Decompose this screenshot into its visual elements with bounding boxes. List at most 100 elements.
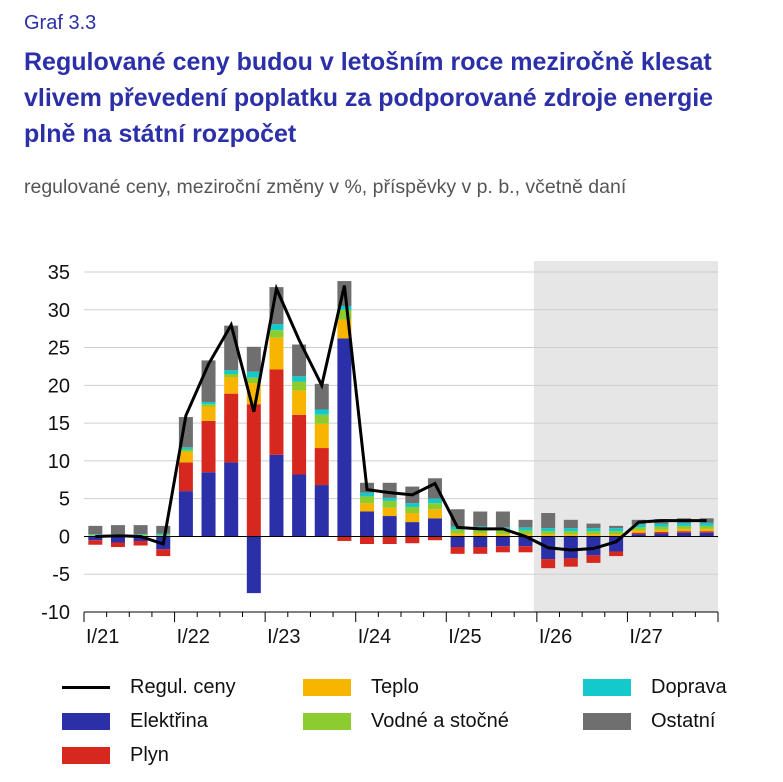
- bar-vodne: [609, 531, 624, 535]
- bar-ostatni: [563, 519, 578, 529]
- bar-doprava: [677, 522, 692, 526]
- bar-elektrina: [427, 518, 442, 537]
- chart-title: Regulované ceny budou v letošním roce me…: [24, 48, 714, 148]
- bar-plyn: [337, 536, 352, 541]
- bar-doprava: [224, 370, 239, 374]
- bar-elektrina: [450, 536, 465, 548]
- bar-vodne: [360, 496, 375, 504]
- bar-doprava: [382, 497, 397, 501]
- bar-elektrina: [292, 474, 307, 537]
- bar-doprava: [269, 324, 284, 331]
- bar-plyn: [88, 540, 103, 545]
- y-tick-label: -10: [41, 602, 70, 624]
- bar-ostatni: [609, 525, 624, 529]
- bar-vodne: [473, 529, 488, 534]
- bar-vodne: [382, 500, 397, 508]
- y-tick-label: 0: [59, 526, 70, 548]
- bar-elektrina: [337, 338, 352, 537]
- x-tick-label: I/23: [267, 626, 300, 648]
- bar-plyn: [427, 536, 442, 541]
- line-regul-ceny: [95, 283, 707, 552]
- bar-ostatni: [88, 525, 103, 535]
- bar-teplo: [631, 530, 646, 533]
- bar-ostatni: [110, 525, 125, 535]
- bar-plyn: [360, 536, 375, 544]
- chart-subtitle: regulované ceny, meziroční změny v %, př…: [24, 176, 627, 198]
- bar-ostatni: [541, 513, 556, 529]
- bar-elektrina: [178, 491, 193, 537]
- bar-vodne: [178, 449, 193, 452]
- bar-plyn: [382, 536, 397, 544]
- bar-elektrina: [110, 536, 125, 543]
- bar-vodne: [405, 506, 420, 514]
- bar-teplo: [450, 533, 465, 537]
- bar-ostatni: [156, 525, 171, 534]
- bar-teplo: [314, 423, 329, 449]
- x-tick-label: I/27: [629, 626, 662, 648]
- bar-plyn: [405, 536, 420, 544]
- bar-vodne: [541, 531, 556, 535]
- bar-doprava: [427, 498, 442, 504]
- bar-teplo: [473, 533, 488, 537]
- bar-elektrina: [495, 536, 510, 547]
- bar-teplo: [201, 406, 216, 421]
- bar-doprava: [133, 534, 148, 535]
- bar-plyn: [473, 547, 488, 554]
- y-tick-label: 5: [59, 489, 70, 511]
- x-tick-label: I/25: [448, 626, 481, 648]
- bar-plyn: [609, 551, 624, 557]
- bar-doprava: [360, 492, 375, 497]
- bar-teplo: [360, 503, 375, 512]
- bar-vodne: [224, 374, 239, 378]
- bar-teplo: [178, 451, 193, 463]
- bar-ostatni: [518, 519, 533, 528]
- bar-ostatni: [586, 523, 601, 529]
- bar-teplo: [427, 509, 442, 519]
- bar-elektrina: [360, 511, 375, 537]
- bar-teplo: [495, 534, 510, 537]
- bar-ostatni: [292, 344, 307, 377]
- bar-plyn: [292, 414, 307, 475]
- bar-teplo: [563, 534, 578, 537]
- y-tick-label: 25: [48, 338, 70, 360]
- bar-doprava: [201, 401, 216, 405]
- bar-vodne: [450, 529, 465, 534]
- bar-plyn: [224, 393, 239, 463]
- y-tick-label: 15: [48, 413, 70, 435]
- bar-vodne: [292, 381, 307, 391]
- bar-plyn: [699, 531, 714, 533]
- bar-vodne: [156, 534, 171, 536]
- bar-plyn: [677, 531, 692, 533]
- bar-vodne: [563, 531, 578, 535]
- x-tick-label: I/24: [358, 626, 391, 648]
- bar-teplo: [224, 377, 239, 394]
- bar-elektrina: [586, 536, 601, 556]
- bar-ostatni: [314, 383, 329, 410]
- bar-vodne: [337, 309, 352, 320]
- bar-teplo: [699, 528, 714, 532]
- bar-teplo: [541, 534, 556, 537]
- bar-plyn: [246, 404, 261, 537]
- bar-elektrina: [133, 536, 148, 541]
- y-tick-label: 30: [48, 300, 70, 322]
- bar-vodne: [631, 527, 646, 531]
- bar-plyn: [201, 420, 216, 473]
- forecast-area: [533, 261, 718, 612]
- bar-vodne: [586, 531, 601, 535]
- bar-teplo: [586, 534, 601, 537]
- bar-elektrina: [382, 516, 397, 537]
- bar-doprava: [314, 409, 329, 415]
- bar-elektrina: [88, 536, 103, 541]
- bar-elektrina: [473, 536, 488, 548]
- bar-plyn: [654, 531, 669, 534]
- x-tick-label: I/26: [539, 626, 572, 648]
- bar-vodne: [269, 330, 284, 338]
- bar-doprava: [156, 533, 171, 535]
- bar-vodne: [699, 525, 714, 529]
- bar-teplo: [292, 390, 307, 415]
- bar-doprava: [609, 528, 624, 532]
- bar-vodne: [654, 526, 669, 530]
- bar-vodne: [314, 414, 329, 424]
- bar-vodne: [495, 530, 510, 535]
